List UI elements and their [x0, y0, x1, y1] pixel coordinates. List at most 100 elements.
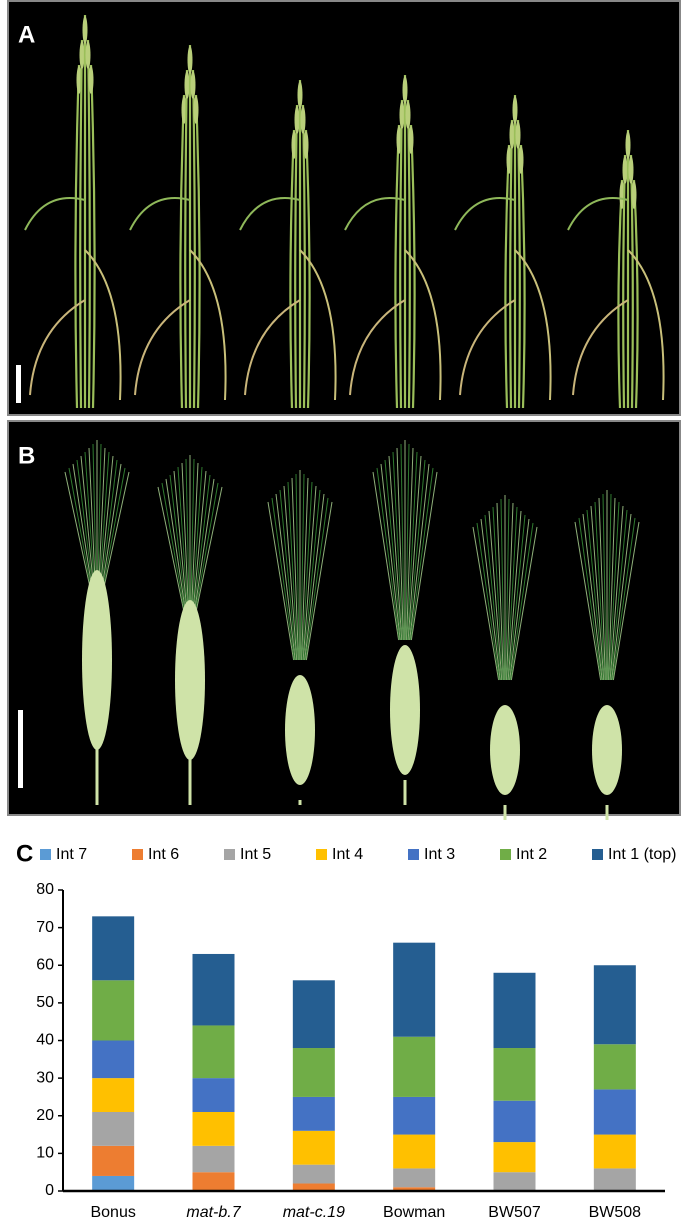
stem — [409, 124, 416, 409]
bar-segment — [192, 953, 235, 1026]
stem — [509, 119, 514, 409]
awn — [607, 493, 612, 681]
bar-segment — [593, 1168, 636, 1191]
awn — [407, 455, 422, 641]
bar-segment — [192, 1145, 235, 1173]
ear — [399, 101, 405, 129]
bar-segment — [92, 1145, 135, 1176]
legend-swatch — [592, 849, 603, 860]
bar-segment — [292, 1164, 335, 1184]
bar-segment — [493, 1100, 536, 1143]
stem — [504, 144, 511, 409]
bar-segment — [92, 980, 135, 1041]
awn — [275, 493, 296, 661]
awn — [410, 471, 438, 641]
bar-segment — [292, 1096, 335, 1131]
awn — [396, 447, 404, 641]
awn — [612, 517, 636, 681]
stem — [179, 94, 186, 409]
bar-segment — [393, 1187, 436, 1191]
bar-segment — [292, 1183, 335, 1191]
awn — [283, 485, 298, 661]
ear — [190, 71, 196, 99]
bar-segment — [192, 1111, 235, 1146]
y-tick-label: 0 — [45, 1182, 54, 1199]
awn — [508, 514, 526, 681]
spike — [285, 675, 315, 785]
stem — [622, 154, 627, 409]
bar-segment — [493, 1048, 536, 1101]
awn — [305, 497, 329, 661]
awn — [609, 505, 624, 681]
leaf — [239, 197, 301, 231]
awn — [594, 501, 606, 681]
awn — [586, 509, 604, 681]
awn — [301, 481, 313, 661]
awn — [612, 521, 640, 681]
awn — [488, 510, 503, 681]
leaf — [129, 197, 191, 231]
awn — [505, 498, 510, 681]
panel-b-photo — [7, 420, 681, 816]
bar-segment — [92, 1040, 135, 1079]
awn — [574, 521, 602, 681]
stem — [519, 144, 526, 409]
y-tick-label: 20 — [36, 1107, 54, 1124]
legend-label: Int 2 — [516, 846, 547, 863]
awn — [372, 471, 400, 641]
awn — [492, 506, 504, 681]
legend-swatch — [132, 849, 143, 860]
awn — [181, 462, 189, 611]
y-tick-label: 30 — [36, 1069, 54, 1086]
spike — [592, 705, 622, 795]
bar-segment — [593, 1044, 636, 1090]
leaf — [24, 197, 86, 231]
stem — [289, 129, 296, 409]
x-tick-label: BW508 — [589, 1204, 642, 1221]
bar-segment — [493, 1172, 536, 1191]
x-tick-label: mat-b.7 — [186, 1204, 241, 1221]
bar-segment — [92, 1111, 135, 1146]
bar-segment — [92, 916, 135, 981]
ear — [628, 156, 634, 184]
awn — [195, 482, 219, 611]
awn — [305, 501, 333, 661]
awn — [405, 443, 410, 641]
ear — [193, 96, 199, 124]
ear — [631, 181, 637, 209]
awn — [279, 489, 297, 661]
bar-segment — [593, 1134, 636, 1169]
legend-label: Int 3 — [424, 846, 455, 863]
stem — [399, 99, 404, 409]
awn — [76, 459, 94, 591]
ear — [300, 106, 306, 134]
ear — [512, 96, 518, 124]
legend-swatch — [316, 849, 327, 860]
awn — [302, 485, 317, 661]
ear — [184, 71, 190, 99]
awn — [271, 497, 295, 661]
bar-segment — [292, 1130, 335, 1165]
scale-bar — [18, 710, 23, 788]
awn — [410, 467, 434, 641]
awn — [92, 443, 97, 591]
awn — [177, 466, 189, 611]
legend-swatch — [224, 849, 235, 860]
awn — [185, 458, 190, 611]
ear — [297, 81, 303, 109]
awn — [500, 498, 505, 681]
leaf — [454, 197, 516, 231]
panel-label: C — [16, 840, 33, 867]
legend-swatch — [408, 849, 419, 860]
leaf — [404, 249, 442, 401]
awn — [496, 502, 504, 681]
legend-label: Int 1 (top) — [608, 846, 676, 863]
awn — [506, 502, 514, 681]
awn — [602, 493, 607, 681]
leaf — [459, 299, 516, 396]
awn — [191, 462, 199, 611]
awn — [291, 477, 299, 661]
ear — [294, 106, 300, 134]
leaf — [29, 299, 86, 396]
